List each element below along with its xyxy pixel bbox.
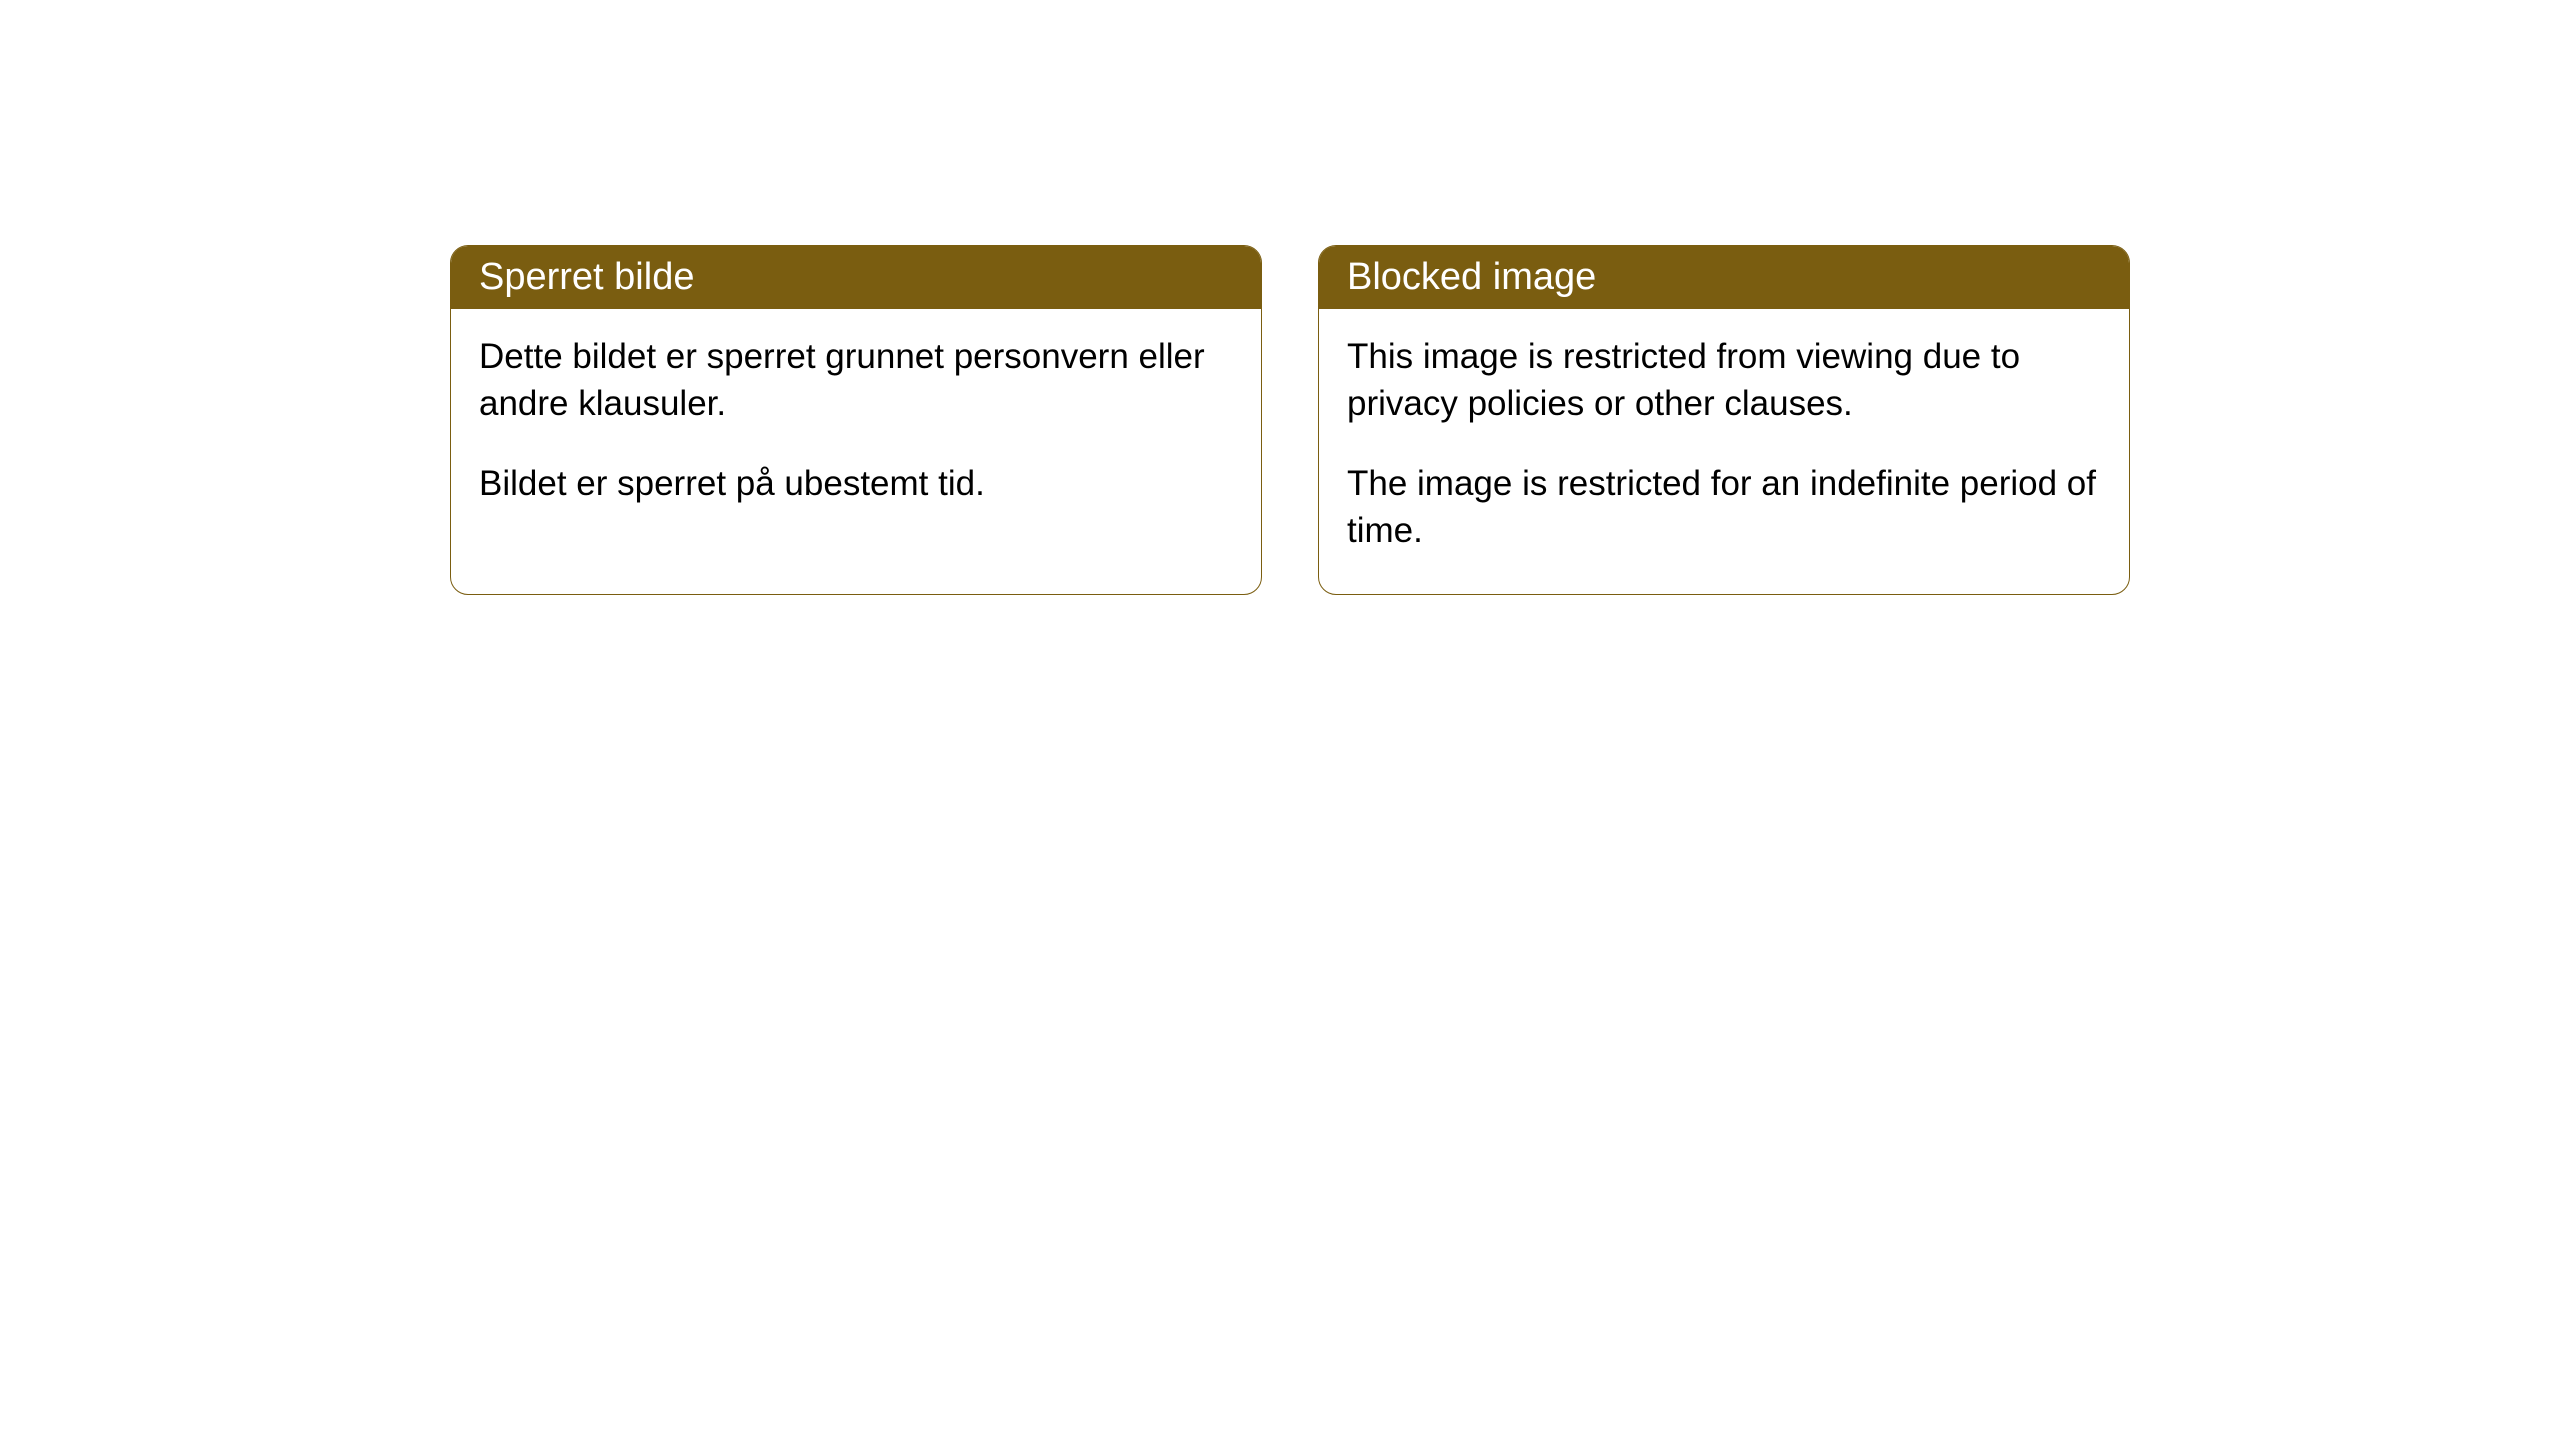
card-paragraph: The image is restricted for an indefinit… [1347, 460, 2101, 555]
card-title: Blocked image [1347, 256, 1596, 298]
card-body: This image is restricted from viewing du… [1319, 309, 2129, 594]
card-body: Dette bildet er sperret grunnet personve… [451, 309, 1261, 547]
card-norwegian: Sperret bilde Dette bildet er sperret gr… [450, 245, 1262, 595]
card-paragraph: Dette bildet er sperret grunnet personve… [479, 333, 1233, 428]
card-header: Blocked image [1319, 246, 2129, 309]
cards-container: Sperret bilde Dette bildet er sperret gr… [450, 245, 2130, 595]
card-paragraph: This image is restricted from viewing du… [1347, 333, 2101, 428]
card-english: Blocked image This image is restricted f… [1318, 245, 2130, 595]
card-paragraph: Bildet er sperret på ubestemt tid. [479, 460, 1233, 507]
card-title: Sperret bilde [479, 256, 694, 298]
card-header: Sperret bilde [451, 246, 1261, 309]
